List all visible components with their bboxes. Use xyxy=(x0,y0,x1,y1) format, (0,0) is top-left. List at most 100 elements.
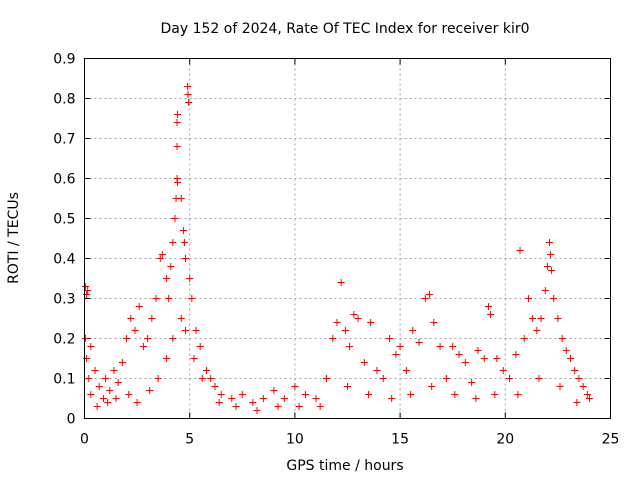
data-point xyxy=(203,367,211,374)
data-point xyxy=(291,383,299,390)
data-point xyxy=(451,391,459,398)
data-point xyxy=(192,327,200,334)
x-tick-label: 15 xyxy=(391,432,409,448)
data-point xyxy=(461,359,469,366)
y-tick-label: 0 xyxy=(67,412,76,428)
data-point xyxy=(373,367,381,374)
data-point xyxy=(144,335,152,342)
data-point xyxy=(238,391,246,398)
data-point xyxy=(484,303,492,310)
data-point xyxy=(131,327,139,334)
data-point xyxy=(301,391,309,398)
data-point xyxy=(127,315,135,322)
data-point xyxy=(354,315,362,322)
data-point xyxy=(548,267,556,274)
data-point xyxy=(554,315,562,322)
data-point xyxy=(163,275,171,282)
data-point xyxy=(232,403,240,410)
data-point xyxy=(537,315,545,322)
data-point xyxy=(322,375,330,382)
data-point xyxy=(346,343,354,350)
data-point xyxy=(270,387,278,394)
x-tick-label: 5 xyxy=(185,432,194,448)
data-point xyxy=(190,355,198,362)
data-point xyxy=(280,395,288,402)
data-point xyxy=(524,295,532,302)
data-point xyxy=(506,375,514,382)
data-point xyxy=(442,375,450,382)
data-point xyxy=(386,335,394,342)
data-point xyxy=(139,343,147,350)
data-point xyxy=(104,399,112,406)
data-point xyxy=(184,91,192,98)
data-point xyxy=(211,383,219,390)
data-point xyxy=(567,355,575,362)
data-point xyxy=(169,335,177,342)
data-point xyxy=(173,179,181,186)
data-point xyxy=(556,383,564,390)
data-point xyxy=(87,343,95,350)
data-point xyxy=(449,343,457,350)
data-point xyxy=(344,383,351,390)
x-tick-label: 10 xyxy=(286,432,304,448)
data-point xyxy=(402,367,410,374)
data-point xyxy=(173,143,181,150)
y-tick-label: 0.5 xyxy=(53,212,75,228)
data-point xyxy=(472,395,480,402)
data-point xyxy=(158,251,166,258)
data-point xyxy=(573,399,581,406)
data-point xyxy=(428,383,436,390)
grid-lines xyxy=(84,58,611,419)
data-point xyxy=(173,119,181,126)
data-point xyxy=(177,315,185,322)
data-point xyxy=(181,255,189,262)
y-tick-label: 0.6 xyxy=(53,172,75,188)
x-tick-label: 20 xyxy=(496,432,514,448)
data-point xyxy=(333,319,341,326)
data-point xyxy=(253,407,261,414)
data-point xyxy=(487,311,495,318)
x-tick-label: 0 xyxy=(80,432,89,448)
data-point xyxy=(583,391,591,398)
data-point xyxy=(228,395,236,402)
data-point xyxy=(367,319,375,326)
data-point xyxy=(543,263,551,270)
data-point xyxy=(520,335,528,342)
data-point xyxy=(135,303,143,310)
data-point xyxy=(535,375,543,382)
data-point xyxy=(575,375,583,382)
data-point xyxy=(180,239,188,246)
data-point xyxy=(350,311,358,318)
data-point xyxy=(409,327,417,334)
data-point xyxy=(207,375,215,382)
data-point xyxy=(169,239,177,246)
data-point xyxy=(167,263,175,270)
y-tick-label: 0.8 xyxy=(53,92,75,108)
data-point xyxy=(480,355,488,362)
y-tick-label: 0.9 xyxy=(53,52,75,68)
data-point xyxy=(274,403,282,410)
data-point xyxy=(163,355,171,362)
data-point xyxy=(421,295,429,302)
data-point xyxy=(84,287,92,294)
data-point xyxy=(198,375,206,382)
data-point xyxy=(585,395,593,402)
data-point xyxy=(196,343,204,350)
data-point xyxy=(407,391,415,398)
data-point xyxy=(110,367,118,374)
data-point xyxy=(102,375,110,382)
data-point xyxy=(514,391,522,398)
data-point xyxy=(106,387,114,394)
data-point xyxy=(474,347,482,354)
data-point xyxy=(562,347,570,354)
x-axis-label: GPS time / hours xyxy=(286,458,403,474)
data-point xyxy=(165,295,173,302)
data-point xyxy=(217,391,225,398)
data-point xyxy=(541,287,549,294)
data-point xyxy=(516,247,524,254)
data-point xyxy=(82,335,90,342)
data-point xyxy=(392,351,400,358)
data-point xyxy=(118,359,126,366)
data-point xyxy=(125,391,133,398)
